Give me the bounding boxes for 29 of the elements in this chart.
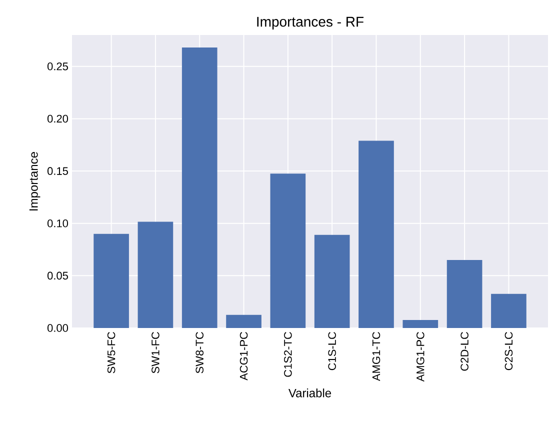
bar (182, 48, 218, 328)
bar (138, 222, 174, 328)
x-tick-label: AMG1-TC (372, 332, 380, 382)
y-tick-label: 0.15 (47, 167, 68, 175)
bar (402, 320, 438, 328)
x-axis-title: Variable (288, 388, 332, 398)
chart-title: Importances - RF (257, 16, 364, 30)
y-tick-label: 0.00 (47, 324, 68, 332)
y-tick-label: 0.05 (47, 272, 68, 280)
x-tick-label: SW8-TC (196, 332, 204, 374)
x-tick-label: ACG1-PC (240, 332, 248, 380)
x-tick-label: AMG1-PC (416, 332, 424, 382)
bar (226, 314, 262, 328)
y-tick-label: 0.10 (47, 219, 68, 228)
x-tick-label: C2D-LC (460, 332, 468, 371)
bar (358, 140, 394, 328)
x-tick-label: C1S2-TC (284, 332, 292, 377)
bar (94, 234, 129, 328)
x-tick-label: C2S-LC (504, 332, 513, 370)
bar (446, 260, 482, 328)
x-tick-label: SW5-FC (107, 332, 116, 374)
y-tick-label: 0.25 (47, 62, 68, 70)
bar (270, 174, 306, 328)
x-tick-label: SW1-FC (152, 332, 160, 374)
bar (491, 294, 526, 328)
x-tick-label: C1S-LC (328, 332, 336, 370)
y-axis-title: Importance (29, 152, 40, 210)
y-tick-label: 0.20 (47, 114, 68, 123)
bar (314, 234, 350, 328)
